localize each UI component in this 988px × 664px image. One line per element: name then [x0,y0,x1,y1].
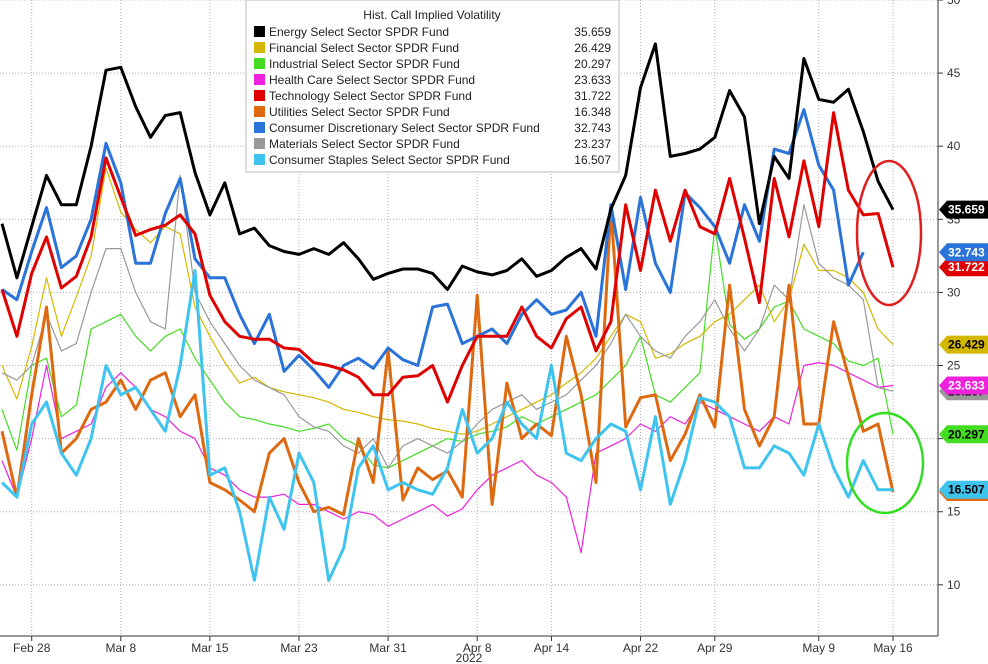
x-tick-label: Apr 14 [534,641,570,655]
highlight-circles [845,159,925,515]
legend-entry-consumer-discretionary-select-sector-spdr-fund: Consumer Discretionary Select Sector SPD… [254,121,611,135]
x-tick-label: Mar 15 [191,641,229,655]
tag-value: 35.659 [948,203,985,217]
legend-series-name: Materials Select Sector SPDR Fund [269,137,460,151]
y-tick-label: 45 [947,66,961,80]
series-line-consumer-discretionary-select-sector-spdr-fund [1,108,865,389]
legend-swatch [254,26,265,37]
tag-shape [939,200,988,219]
series-line-materials-select-sector-spdr-fund [1,174,894,469]
legend-series-name: Utilities Select Sector SPDR Fund [269,105,450,119]
series-line-financial-select-sector-spdr-fund [1,167,894,435]
tag-value: 26.429 [948,338,985,352]
legend-swatch [254,106,265,117]
legend-title: Hist. Call Implied Volatility [363,8,500,22]
legend-swatch [254,42,265,53]
legend-entries: Energy Select Sector SPDR Fund 35.659 Fina… [254,25,611,167]
y-tick-label: 15 [947,505,961,519]
legend: Hist. Call Implied Volatility Energy Sel… [245,0,620,173]
legend-entry-consumer-staples-select-sector-spdr-fund: Consumer Staples Select Sector SPDR Fund… [254,153,611,167]
legend-series-name: Consumer Staples Select Sector SPDR Fund [269,153,510,167]
series-line-consumer-staples-select-sector-spdr-fund [0,269,894,582]
legend-series-name: Consumer Discretionary Select Sector SPD… [269,121,540,135]
legend-entry-utilities-select-sector-spdr-fund: Utilities Select Sector SPDR Fund 16.348 [254,105,611,119]
x-tick-label: Apr 29 [697,641,733,655]
legend-swatch [254,154,265,165]
last-value-tag-industrial-select-sector-spdr-fund: 20.297 [939,425,988,444]
tag-shape [939,425,988,444]
legend-series-value: 35.659 [574,25,611,39]
last-value-tag-consumer-staples-select-sector-spdr-fund: 16.507 [939,480,988,499]
x-tick-label: May 16 [873,641,913,655]
tag-value: 32.743 [948,245,985,259]
x-axis-year-label: 2022 [456,651,483,664]
legend-entry-health-care-select-sector-spdr-fund: Health Care Select Sector SPDR Fund 23.63… [254,73,611,87]
x-tick-label: Apr 8 [463,641,492,655]
legend-series-value: 31.722 [574,89,611,103]
legend-series-name: Health Care Select Sector SPDR Fund [269,73,475,87]
y-tick-label: 50 [947,0,961,7]
legend-series-value: 26.429 [574,41,611,55]
y-tick-label: 30 [947,285,961,299]
legend-entry-industrial-select-sector-spdr-fund: Industrial Select Sector SPDR Fund 20.297 [254,57,611,71]
tag-value: 31.722 [948,260,985,274]
last-value-tag-consumer-discretionary-select-sector-spdr-fund: 32.743 [939,243,988,262]
y-tick-label: 25 [947,359,961,373]
last-value-tag-health-care-select-sector-spdr-fund: 23.633 [939,376,988,395]
x-axis: Feb 28 Mar 8 Mar 15 Mar 23 Mar 31 Apr 8 Apr 14… [13,636,913,655]
series-line-industrial-select-sector-spdr-fund [1,226,894,469]
y-tick-label: 40 [947,139,961,153]
x-tick-label: Feb 28 [13,641,51,655]
series-line-technology-select-sector-spdr-fund [0,111,895,404]
x-tick-label: Apr 22 [623,641,659,655]
gridlines [0,0,938,636]
last-value-tag-financial-select-sector-spdr-fund: 26.429 [939,335,988,354]
legend-swatch [254,122,265,133]
tag-shape [939,335,988,354]
legend-series-value: 20.297 [574,57,611,71]
legend-series-value: 16.348 [574,105,611,119]
legend-box [245,0,620,173]
tag-value: 20.297 [948,427,985,441]
legend-series-value: 16.507 [574,153,611,167]
tag-shape [939,480,988,499]
x-tick-label: May 9 [802,641,835,655]
legend-series-value: 23.237 [574,137,611,151]
legend-series-name: Industrial Select Sector SPDR Fund [269,57,460,71]
x-tick-label: Mar 23 [280,641,318,655]
tag-shape [939,376,988,395]
legend-swatch [254,74,265,85]
x-tick-label: Mar 8 [105,641,136,655]
legend-series-name: Financial Select Sector SPDR Fund [269,41,459,55]
legend-entry-financial-select-sector-spdr-fund: Financial Select Sector SPDR Fund 26.429 [254,41,611,55]
tag-shape [939,258,988,277]
legend-swatch [254,58,265,69]
x-tick-label: Mar 31 [369,641,407,655]
last-value-tag-technology-select-sector-spdr-fund: 31.722 [939,258,988,277]
legend-series-value: 32.743 [574,121,611,135]
last-value-tags: 23.23716.34823.63326.42920.29716.50731.7… [939,200,988,502]
legend-series-name: Technology Select Sector SPDR Fund [269,89,472,103]
legend-swatch [254,90,265,101]
legend-entry-energy-select-sector-spdr-fund: Energy Select Sector SPDR Fund 35.659 [254,25,611,39]
series-line-energy-select-sector-spdr-fund [0,42,895,291]
tag-shape [939,243,988,262]
y-tick-label: 10 [947,578,961,592]
legend-series-name: Energy Select Sector SPDR Fund [269,25,449,39]
legend-series-value: 23.633 [574,73,611,87]
tag-value: 16.507 [948,483,985,497]
legend-entry-technology-select-sector-spdr-fund: Technology Select Sector SPDR Fund 31.722 [254,89,611,103]
legend-swatch [254,138,265,149]
highlight-ellipse-2 [845,411,925,515]
legend-entry-materials-select-sector-spdr-fund: Materials Select Sector SPDR Fund 23.237 [254,137,611,151]
tag-value: 23.633 [948,379,985,393]
series-lines [0,42,895,582]
highlight-ellipse-1 [855,159,923,307]
last-value-tag-energy-select-sector-spdr-fund: 35.659 [939,200,988,219]
